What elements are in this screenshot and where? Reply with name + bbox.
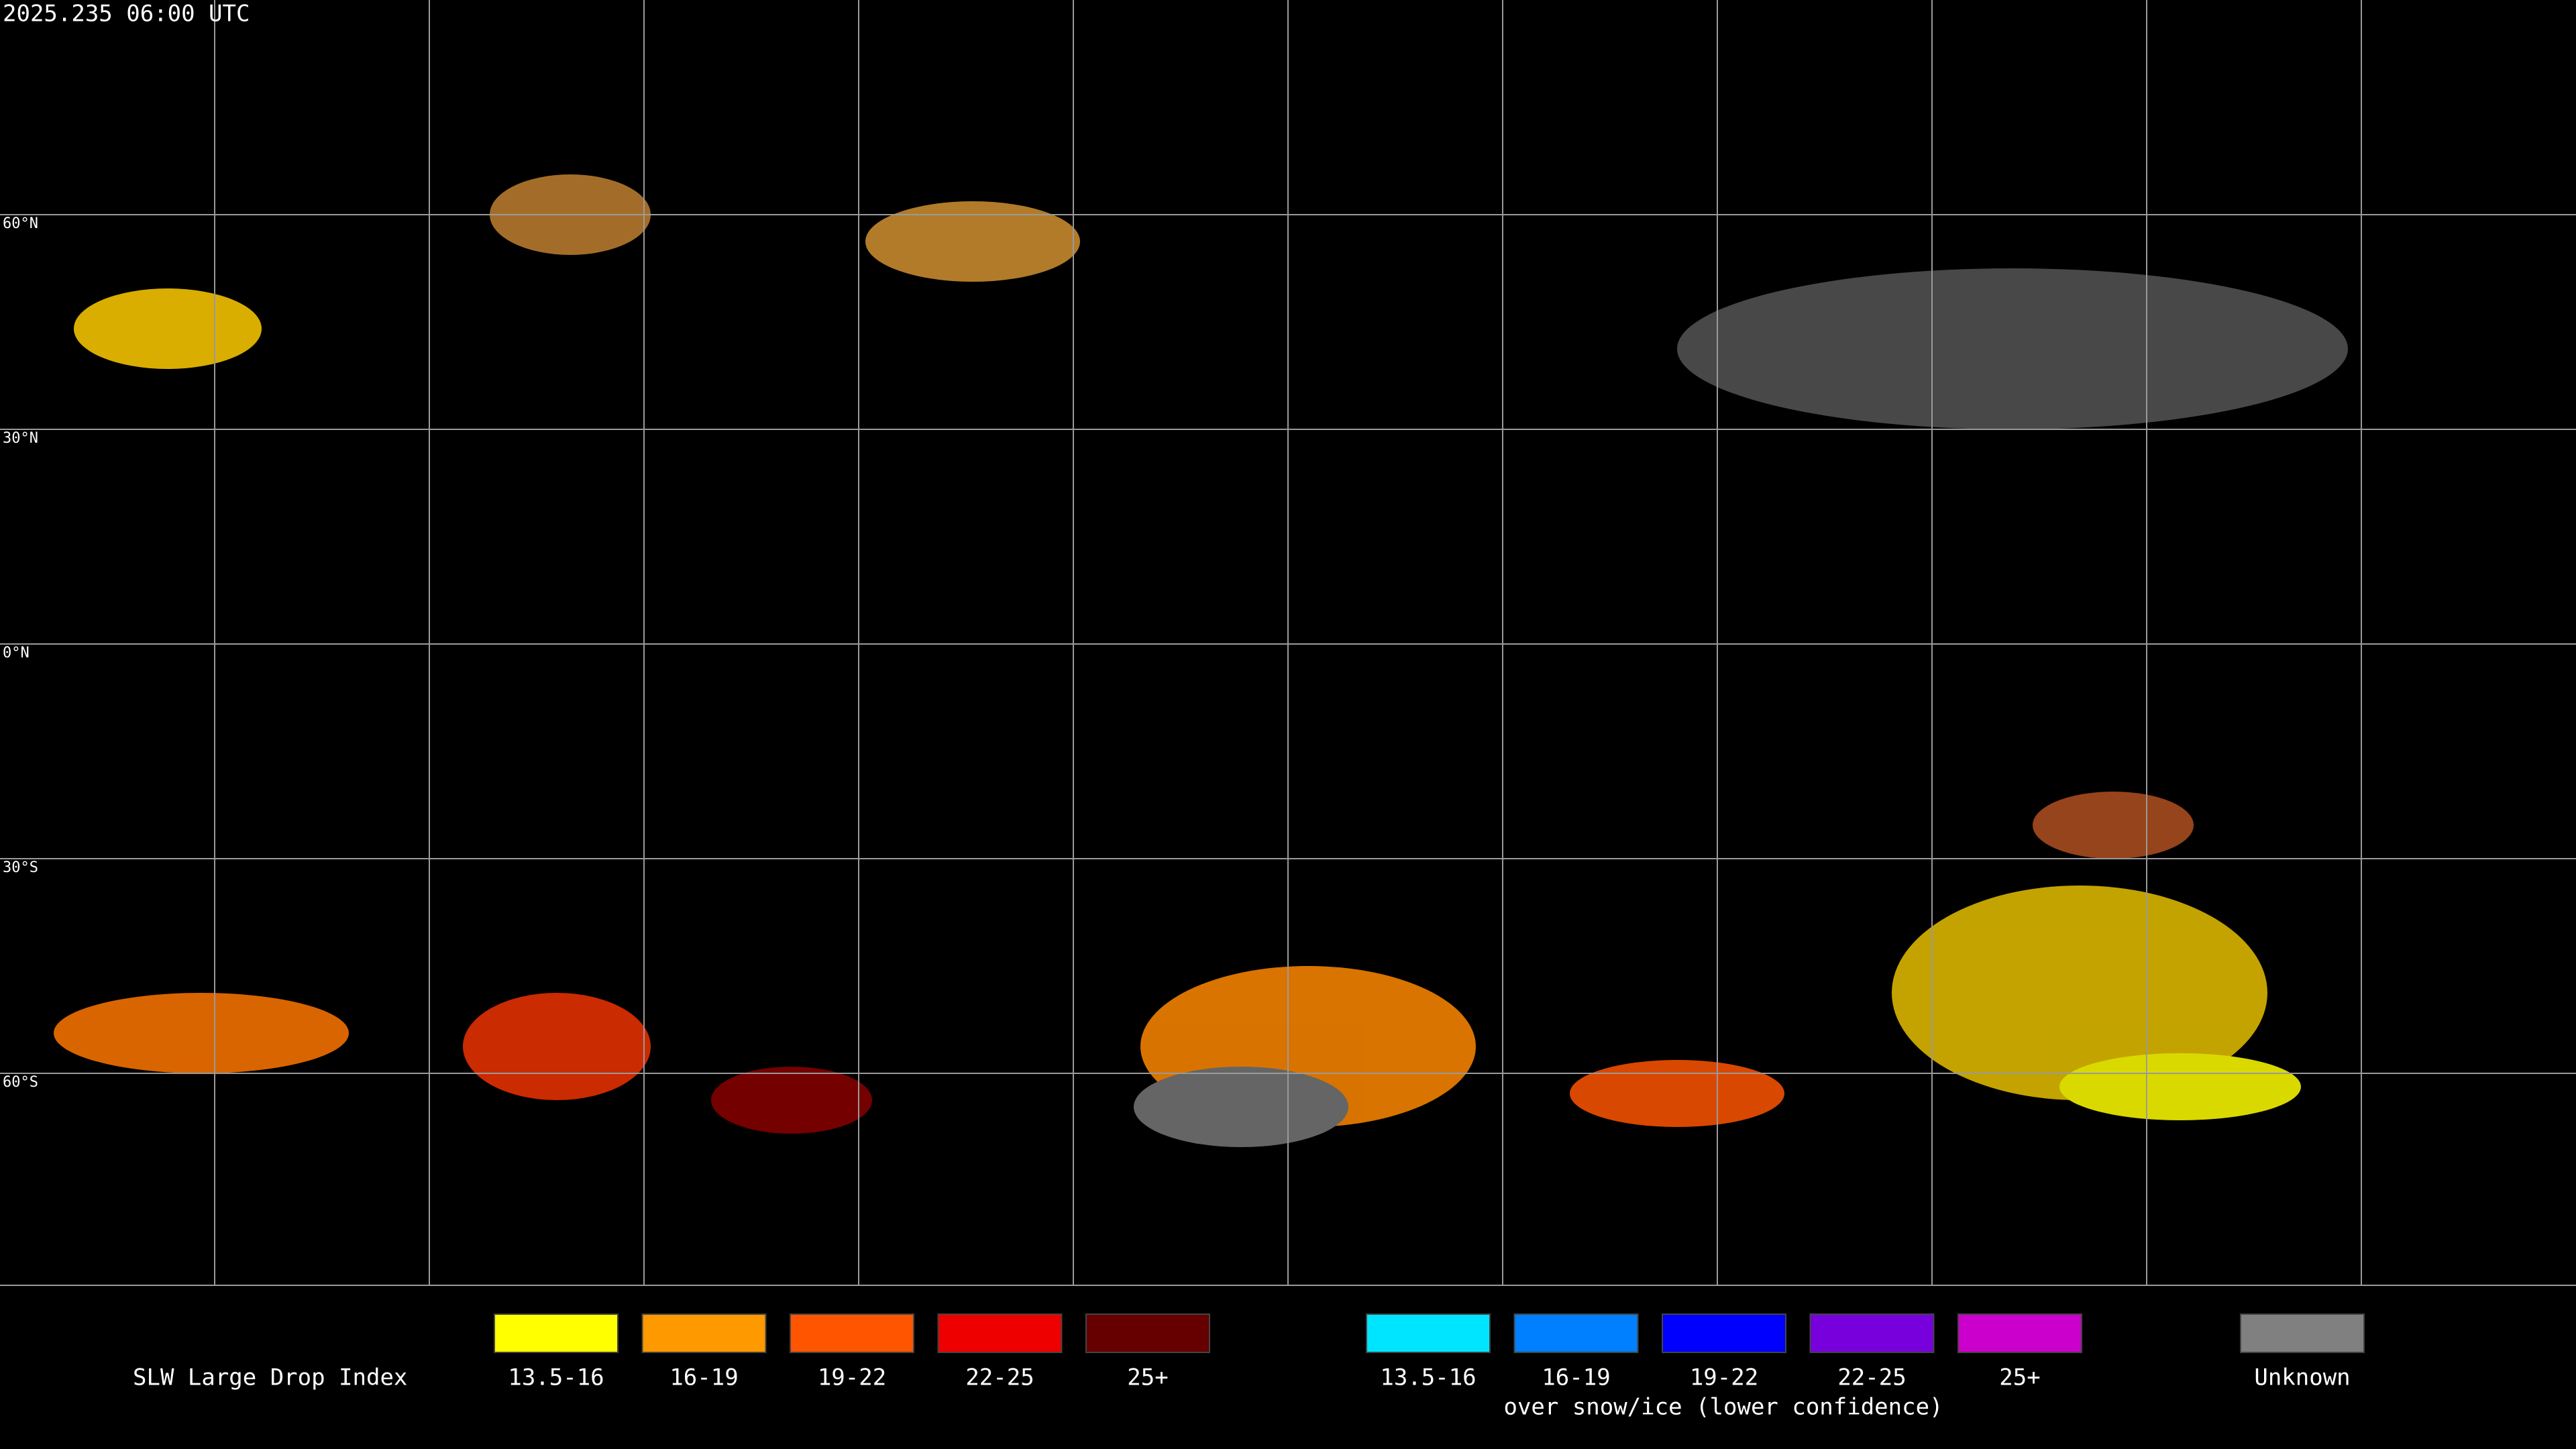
cloud-patch [2033, 792, 2194, 859]
cloud-patch [1892, 885, 2267, 1100]
legend-label: 22-25 [965, 1364, 1034, 1391]
cloud-patch [2059, 1053, 2301, 1120]
legend-label: 13.5-16 [1380, 1364, 1476, 1391]
legend-swatch [1662, 1313, 1786, 1353]
latitude-label: 0°N [3, 645, 30, 661]
graticule [0, 0, 2576, 1285]
legend-label: Unknown [2254, 1364, 2350, 1391]
legend-label: 25+ [1127, 1364, 1168, 1391]
legend-swatch [1809, 1313, 1935, 1353]
legend-label: 16-19 [1542, 1364, 1610, 1391]
legend-label: 16-19 [669, 1364, 738, 1391]
legend-label: 22-25 [1837, 1364, 1906, 1391]
legend-swatch [937, 1313, 1063, 1353]
legend-label: 13.5-16 [508, 1364, 604, 1391]
legend-title: SLW Large Drop Index [133, 1364, 407, 1391]
legend-swatch [2240, 1313, 2365, 1353]
cloud-patch [865, 201, 1080, 282]
legend-swatch [641, 1313, 767, 1353]
legend-label: 19-22 [1690, 1364, 1758, 1391]
latitude-label: 30°S [3, 859, 38, 876]
legend-swatch [1085, 1313, 1210, 1353]
cloud-patch [1570, 1060, 1784, 1127]
legend-swatch [1366, 1313, 1491, 1353]
latitude-labels: 60°N 30°N 0°N 30°S 60°S [3, 215, 38, 1091]
legend: SLW Large Drop Index 13.5-16 16-19 19-22 22… [133, 1313, 2365, 1421]
cloud-patch [54, 993, 349, 1073]
legend-caption: over snow/ice (lower confidence) [1503, 1394, 1943, 1421]
legend-swatch [790, 1313, 914, 1353]
latitude-label: 60°N [3, 215, 38, 232]
cloud-patch [1134, 1067, 1348, 1147]
latitude-label: 60°S [3, 1074, 38, 1091]
cloud-patch [74, 288, 262, 369]
legend-swatch [494, 1313, 619, 1353]
legend-swatch [1957, 1313, 2082, 1353]
legend-label: 25+ [1999, 1364, 2040, 1391]
legend-label: 19-22 [818, 1364, 886, 1391]
cloud-patch [463, 993, 651, 1100]
legend-swatch [1513, 1313, 1639, 1353]
timestamp: 2025.235 06:00 UTC [3, 1, 250, 28]
cloud-patch [1677, 268, 2348, 429]
latitude-label: 30°N [3, 430, 38, 447]
cloud-patch [711, 1067, 872, 1134]
